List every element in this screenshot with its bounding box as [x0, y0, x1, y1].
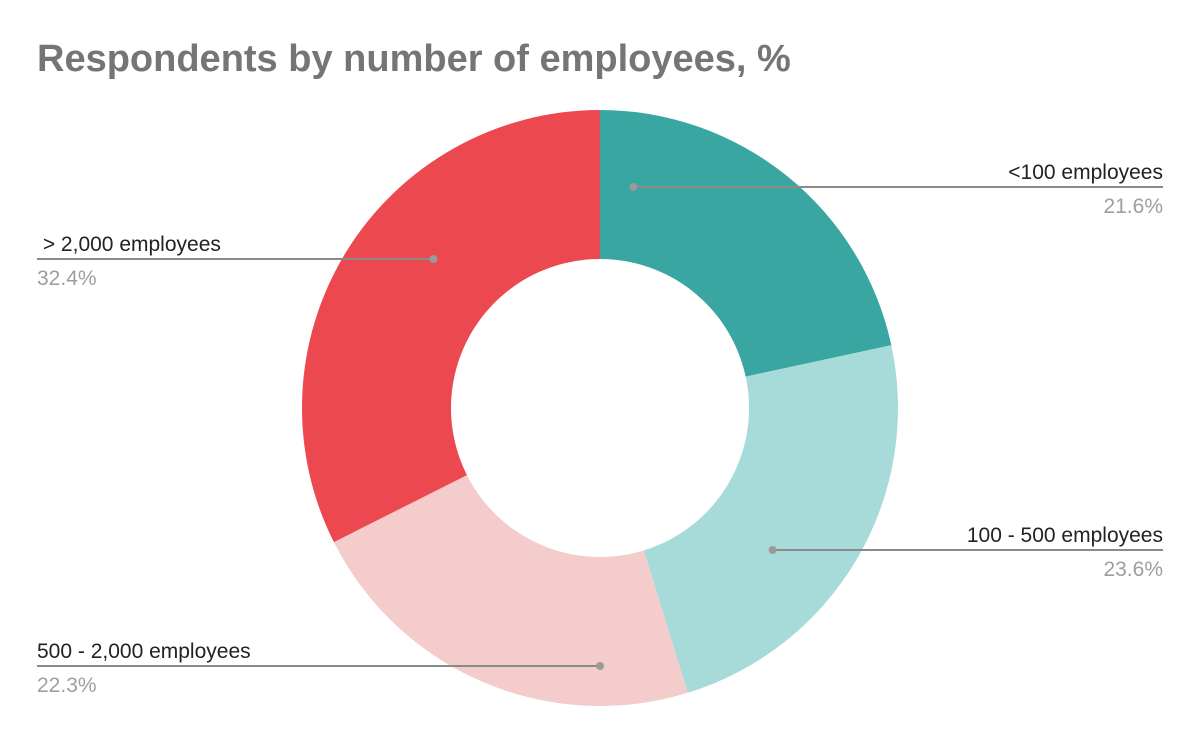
- leader-dot: [596, 662, 604, 670]
- donut-slice[interactable]: [643, 345, 898, 693]
- chart-title: Respondents by number of employees, %: [37, 38, 791, 80]
- donut-slice[interactable]: [600, 110, 892, 377]
- donut-slice[interactable]: [333, 475, 688, 707]
- slice-label: <100 employees: [1008, 161, 1163, 184]
- slice-label: 500 - 2,000 employees: [37, 640, 251, 663]
- slice-label: 100 - 500 employees: [967, 524, 1163, 547]
- slice-label: > 2,000 employees: [37, 233, 221, 256]
- leader-dot: [429, 255, 438, 263]
- slice-value-label: 22.3%: [37, 674, 97, 697]
- slice-value-label: 32.4%: [37, 267, 97, 290]
- slice-value-label: 23.6%: [1103, 558, 1163, 581]
- leader-lines: [37, 183, 1163, 670]
- leader-dot: [768, 546, 777, 554]
- slice-labels: <100 employees 21.6% 100 - 500 employees 23…: [37, 161, 1163, 697]
- donut-slices: [302, 110, 898, 707]
- slice-value-label: 21.6%: [1103, 195, 1163, 218]
- leader-dot: [629, 183, 638, 191]
- donut-slice[interactable]: [302, 110, 600, 543]
